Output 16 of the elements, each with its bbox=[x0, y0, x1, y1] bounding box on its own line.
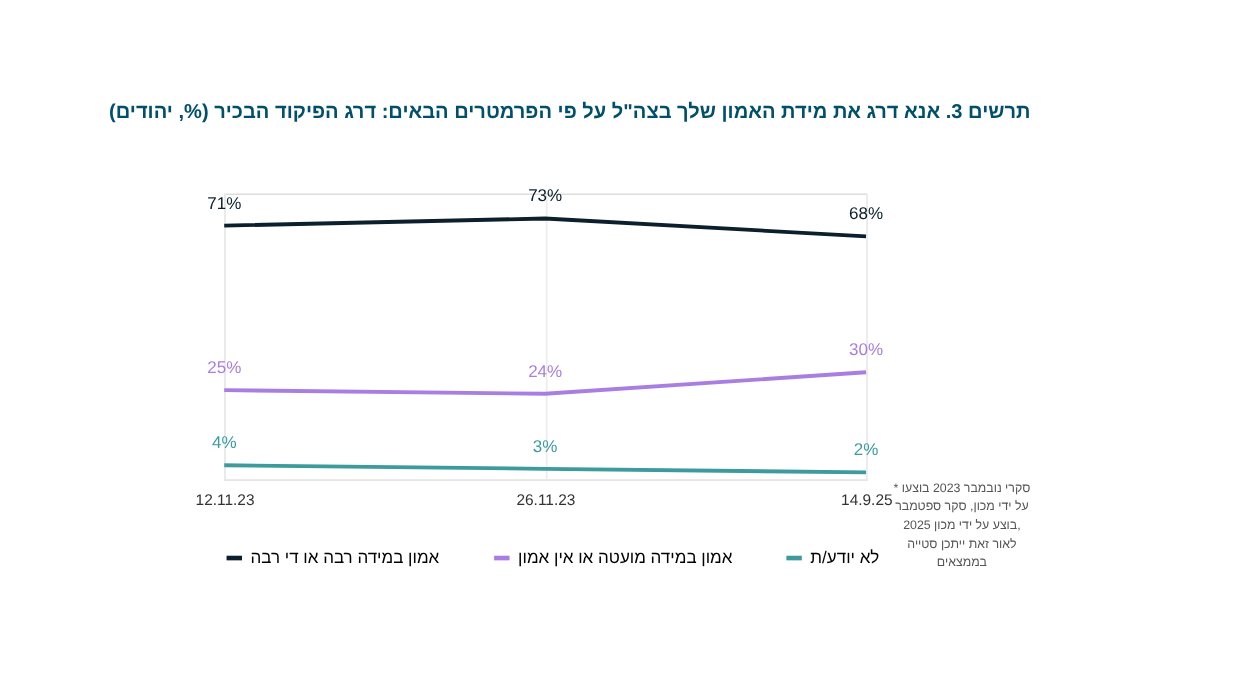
data-label: 71% bbox=[207, 192, 243, 213]
legend-label: אמון במידה מועטה או אין אמון bbox=[518, 546, 734, 567]
data-label: 73% bbox=[528, 185, 564, 206]
data-label: 2% bbox=[853, 439, 880, 460]
data-label: 4% bbox=[211, 432, 238, 453]
data-label: 30% bbox=[849, 339, 884, 360]
data-label: 24% bbox=[528, 360, 564, 381]
x-tick-label: 26.11.23 bbox=[516, 491, 576, 510]
data-label: 25% bbox=[207, 357, 243, 378]
legend-label: אמון במידה רבה או די רבה bbox=[250, 546, 441, 567]
data-label: 3% bbox=[532, 435, 559, 456]
legend-label: לא יודע/ת bbox=[810, 546, 881, 567]
x-tick-label: 14.9.25 bbox=[841, 491, 893, 510]
chart-title: תרשים 3. אנא דרג את מידת האמון שלך בצה"ל על פי הפרמטרים הבאים: דרג הפיקוד הבכיר (%, יהודים) bbox=[109, 99, 1031, 124]
data-label: 68% bbox=[849, 203, 884, 224]
x-tick-label: 12.11.23 bbox=[195, 491, 255, 510]
